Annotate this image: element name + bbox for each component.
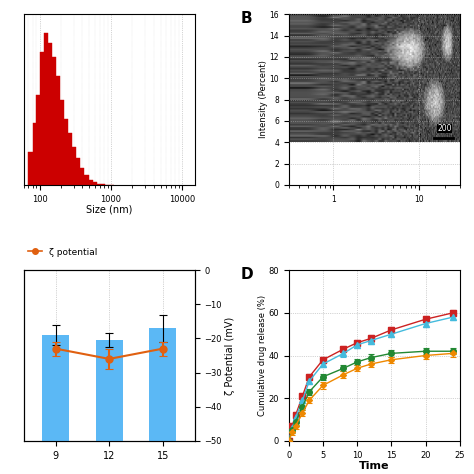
Bar: [42, 335, 69, 441]
Y-axis label: Cumulative drug release (%): Cumulative drug release (%): [258, 295, 267, 416]
Bar: [96, 340, 123, 441]
Bar: [76, 158, 80, 185]
Bar: [89, 180, 93, 185]
Bar: [56, 76, 60, 185]
Text: D: D: [241, 267, 254, 282]
Bar: [101, 184, 105, 185]
Bar: [72, 147, 76, 185]
Bar: [44, 33, 48, 185]
Bar: [149, 328, 176, 441]
X-axis label: Time: Time: [359, 461, 390, 471]
Text: B: B: [241, 11, 253, 26]
Bar: [28, 152, 33, 185]
Bar: [52, 57, 56, 185]
Bar: [80, 168, 84, 185]
Bar: [93, 182, 97, 185]
Bar: [68, 133, 72, 185]
Bar: [33, 123, 36, 185]
Bar: [60, 100, 64, 185]
Bar: [84, 175, 89, 185]
X-axis label: Size (nm): Size (nm): [86, 205, 132, 215]
Y-axis label: ζ Potential (mV): ζ Potential (mV): [225, 316, 235, 395]
Y-axis label: Intensity (Percent): Intensity (Percent): [259, 61, 268, 138]
Bar: [36, 95, 39, 185]
Legend: ζ potential: ζ potential: [25, 244, 101, 260]
Bar: [48, 43, 52, 185]
Bar: [97, 184, 101, 185]
Text: 200: 200: [438, 124, 452, 133]
Bar: [64, 118, 68, 185]
Bar: [39, 52, 44, 185]
